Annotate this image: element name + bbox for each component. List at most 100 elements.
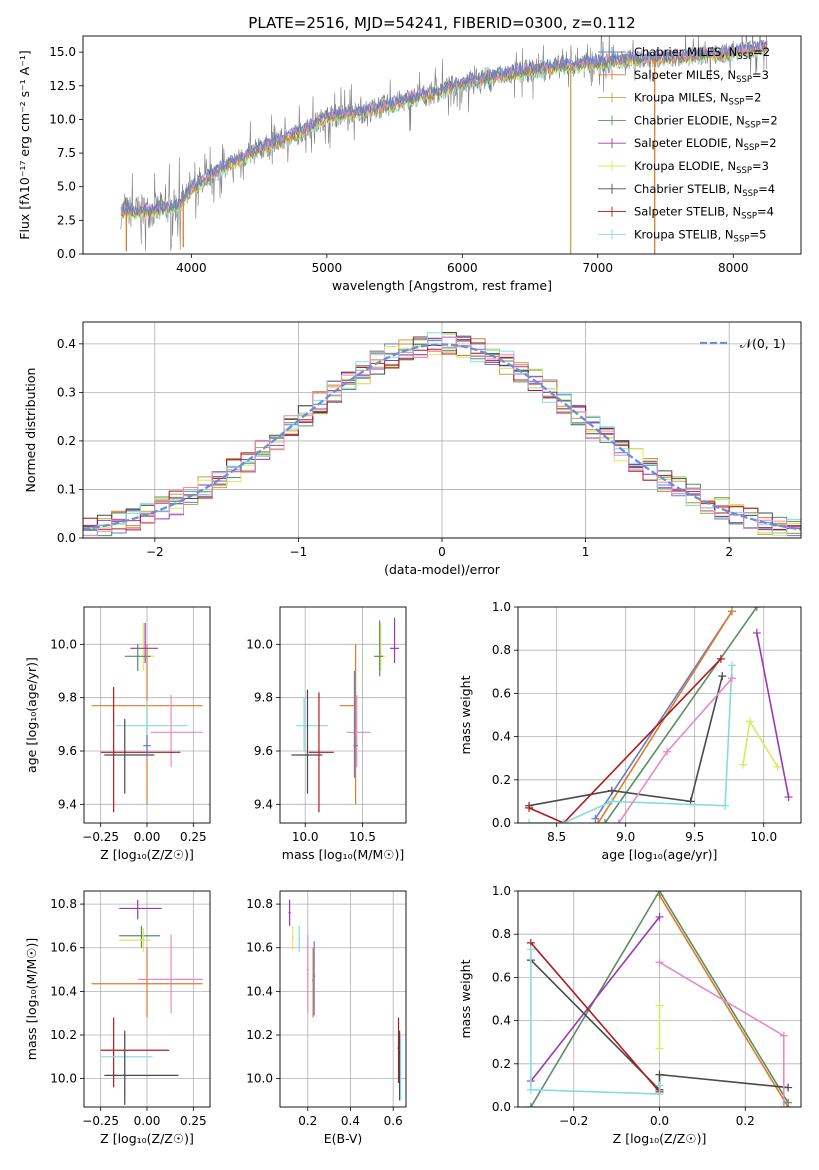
tick-label-y-1: 10.2 (50, 1028, 77, 1042)
tick-label-y-1: 0.2 (492, 1057, 511, 1071)
tick-label-x-3: 1 (582, 545, 590, 559)
weight-marker-6-1 (526, 1085, 535, 1094)
tick-label-x-0: 8.5 (547, 830, 566, 844)
tick-label-y-1: 9.6 (254, 744, 273, 758)
weight-marker-2-1 (655, 912, 664, 921)
tick-label-y-4: 10.8 (50, 897, 77, 911)
weight-series-5 (530, 942, 661, 1093)
tick-label-y-0: 10.0 (246, 1072, 273, 1086)
tick-label-y-1: 9.6 (58, 744, 77, 758)
panel-frame-3 (279, 606, 407, 824)
tick-label-y-3: 0.6 (492, 970, 511, 984)
weight-marker-7-1 (559, 819, 568, 823)
weight-series-5 (528, 675, 724, 807)
tick-label-x-3: 10.0 (750, 830, 777, 844)
errorbar-plot-3 (291, 617, 400, 813)
weight-series-1 (530, 891, 789, 1107)
tick-label-x-1: 10.5 (349, 830, 376, 844)
weight-marker-6-2 (716, 654, 725, 663)
spectrum-plot (120, 36, 768, 254)
weight-marker-0-0 (591, 814, 600, 823)
weight-marker-3-1 (655, 1001, 664, 1010)
tick-label-x-4: 2 (725, 545, 733, 559)
tick-label-y-0: 0.0 (57, 531, 76, 545)
weight-marker-8-0 (614, 819, 623, 823)
panel-frame-7 (517, 890, 802, 1108)
chart-title: PLATE=2516, MJD=54241, FIBERID=0300, z=0… (248, 14, 635, 32)
weight-marker-5-3 (718, 672, 727, 681)
tick-label-y-0: 0.0 (57, 247, 76, 261)
x-axis-label: E(B-V) (324, 1131, 363, 1146)
tick-label-x-0: −2 (146, 545, 164, 559)
y-axis-label: age [log₁₀(age/yr)] (24, 657, 39, 773)
tick-label-x-2: 0.25 (180, 830, 207, 844)
tick-label-x-0: 10.0 (292, 830, 319, 844)
panel-frame-5 (83, 890, 211, 1108)
histogram-plot (83, 332, 801, 537)
y-axis-label: Normed distribution (23, 368, 38, 493)
legend-entry-7: Salpeter STELIB, NSSP=4 (634, 205, 774, 222)
tick-label-y-4: 0.8 (492, 927, 511, 941)
tick-label-y-3: 7.5 (57, 146, 76, 160)
panel-frame-2 (83, 606, 211, 824)
weight-marker-4-3 (784, 1083, 793, 1092)
panel-0 (79, 51, 734, 258)
legend-entry-1: Salpeter MILES, NSSP=3 (634, 68, 769, 85)
tick-label-x-0: −0.25 (82, 1114, 119, 1128)
tick-label-x-2: 0.25 (180, 1114, 207, 1128)
tick-label-y-0: 0.0 (492, 1100, 511, 1114)
x-axis-label: Z [log₁₀(Z/Z☉)] (100, 1131, 194, 1146)
weight-marker-3-0 (752, 628, 761, 637)
tick-label-x-1: 0.00 (134, 1114, 161, 1128)
tick-label-y-2: 9.8 (254, 691, 273, 705)
y-axis-label: mass weight (458, 959, 473, 1038)
weight-series-3 (756, 632, 790, 798)
weight-marker-1-1 (655, 891, 664, 895)
tick-label-x-0: 0.2 (298, 1114, 317, 1128)
tick-label-y-3: 10.0 (50, 637, 77, 651)
weight-marker-4-1 (745, 717, 754, 726)
normal-curve (83, 343, 801, 531)
tick-label-y-3: 10.6 (246, 941, 273, 955)
tick-label-y-5: 1.0 (492, 600, 511, 614)
weight-marker-4-2 (655, 1070, 664, 1079)
legend-entry-normal: 𝒩(0, 1) (740, 336, 786, 351)
weight-marker-7-0 (655, 958, 664, 967)
tick-label-x-1: 9.0 (616, 830, 635, 844)
weight-marker-3-1 (784, 793, 793, 802)
model-flux-line-0 (120, 40, 768, 215)
legend-entry-6: Chabrier STELIB, NSSP=4 (634, 182, 775, 199)
tick-label-x-0: −0.2 (559, 1114, 588, 1128)
errorbar-plot-6 (288, 899, 402, 1101)
tick-label-y-2: 0.4 (492, 1014, 511, 1028)
panel-frame-4 (517, 606, 802, 824)
tick-label-y-3: 10.6 (50, 941, 77, 955)
weight-marker-4-2 (773, 762, 782, 771)
tick-label-y-5: 1.0 (492, 884, 511, 898)
tick-label-y-3: 0.3 (57, 385, 76, 399)
weight-series-6 (530, 949, 661, 1095)
weight-marker-4-0 (739, 760, 748, 769)
tick-label-y-0: 9.4 (58, 797, 77, 811)
tick-label-y-0: 0.0 (492, 816, 511, 830)
panel-frame-1 (82, 321, 802, 539)
tick-label-x-0: −0.25 (82, 830, 119, 844)
weight-marker-5-1 (607, 786, 616, 795)
weight-marker-6-3 (655, 1081, 664, 1090)
tick-label-x-0: 4000 (176, 261, 207, 275)
tick-label-y-1: 0.2 (492, 773, 511, 787)
tick-label-y-4: 10.8 (246, 897, 273, 911)
tick-label-x-3: 7000 (583, 261, 614, 275)
tick-label-x-2: 0.2 (736, 1114, 755, 1128)
histogram-series-0 (83, 333, 801, 537)
weight-marker-1-0 (594, 819, 603, 823)
tick-label-y-5: 12.5 (49, 79, 76, 93)
tick-label-y-2: 5.0 (57, 180, 76, 194)
histogram-series-9 (83, 336, 801, 537)
tick-label-x-1: 0.0 (650, 1114, 669, 1128)
tick-label-y-2: 0.2 (57, 434, 76, 448)
weight-marker-2-0 (600, 819, 609, 823)
tick-label-x-1: 0.4 (341, 1114, 360, 1128)
weight-marker-6-0 (525, 803, 534, 812)
tick-label-x-1: 5000 (312, 261, 343, 275)
